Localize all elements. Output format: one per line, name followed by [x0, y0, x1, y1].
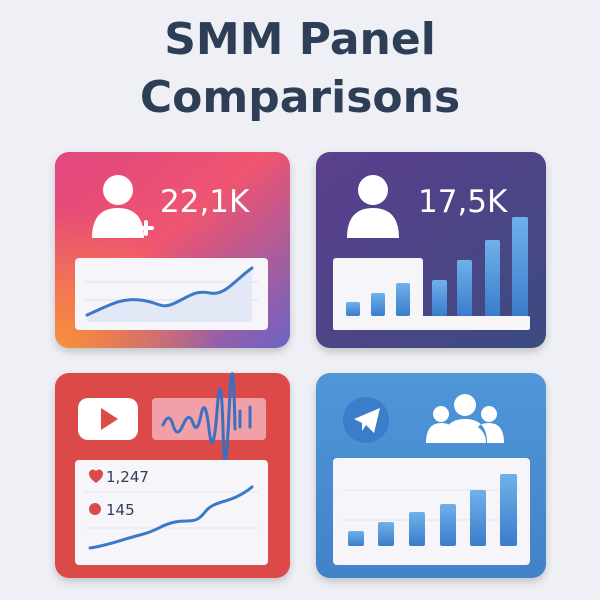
bar — [409, 512, 425, 546]
play-icon — [101, 408, 118, 430]
telegram-icon — [354, 408, 380, 433]
heart-icon — [88, 469, 104, 483]
panel-lines — [343, 489, 520, 521]
panel-lines — [85, 491, 258, 529]
user-icon-body — [347, 208, 399, 238]
bar — [371, 293, 385, 316]
bar — [500, 474, 517, 546]
bar — [378, 522, 394, 546]
bar — [512, 217, 528, 316]
comments: 145 — [106, 501, 135, 519]
bar — [346, 302, 360, 316]
likes: 1,247 — [106, 468, 149, 486]
wave — [161, 372, 252, 462]
trend-line — [88, 485, 254, 550]
bar — [440, 504, 456, 546]
group-icon — [481, 406, 497, 422]
bar — [348, 531, 364, 546]
user-icon-body — [92, 208, 144, 238]
plus-icon — [138, 220, 154, 236]
facebook-card: 17,5K — [316, 152, 546, 348]
youtube-card: 1,247 145 — [55, 372, 290, 578]
comment-icon — [89, 503, 101, 515]
bar — [396, 283, 410, 316]
title-line-2: Comparisons — [140, 72, 460, 123]
bar — [457, 260, 472, 316]
bar — [485, 240, 500, 316]
bar — [432, 280, 447, 316]
area — [87, 268, 252, 322]
title-line-1: SMM Panel — [164, 14, 436, 65]
chart-base — [333, 316, 530, 330]
chart-panel — [75, 460, 268, 565]
bar — [470, 490, 486, 546]
group-icon — [433, 406, 449, 422]
stat: 17,5K — [418, 184, 508, 220]
trend-line — [85, 266, 254, 317]
stat: 22,1K — [160, 184, 250, 220]
user-icon-head — [358, 175, 388, 205]
instagram-card: 22,1K — [55, 152, 290, 348]
telegram-card — [316, 373, 546, 578]
group-icon — [426, 419, 504, 443]
group-icon — [454, 394, 476, 416]
user-icon-head — [103, 175, 133, 205]
